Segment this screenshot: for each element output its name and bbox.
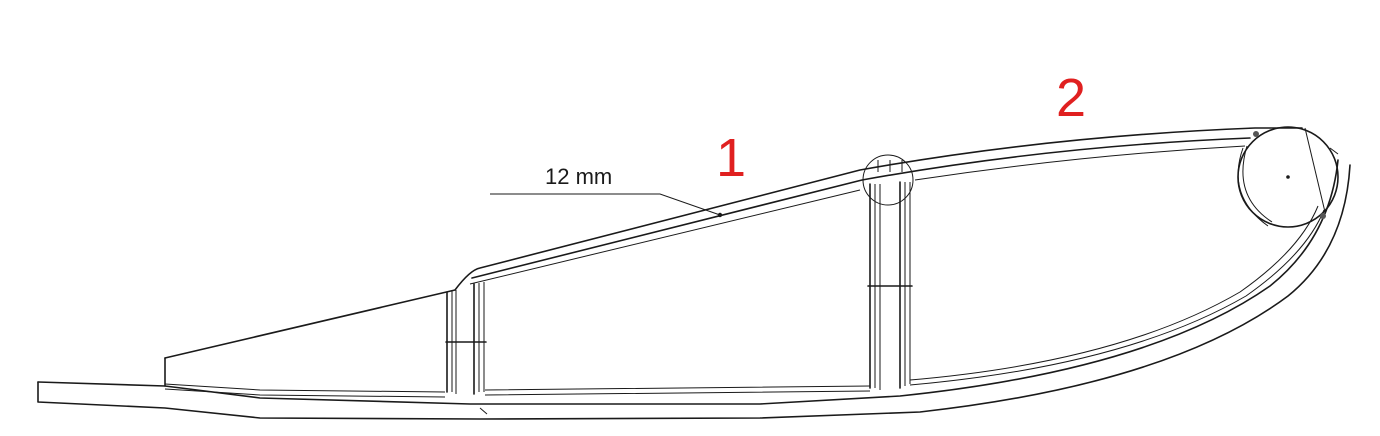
detail-tick-bottom: [479, 407, 488, 415]
dimension-label: 12 mm: [545, 164, 612, 189]
upper-skin-inner: [469, 145, 1246, 285]
upper-skin-outer: [164, 127, 1303, 359]
middle-spar: [862, 154, 914, 390]
lower-skin-outer: [37, 159, 1339, 405]
detail-tick-le: [1329, 147, 1339, 155]
upper-skin-inner-2: [471, 137, 1251, 279]
lower-flange-inner-2: [164, 209, 1325, 398]
marker-1: 1: [716, 128, 746, 188]
leading-edge-tube: [1237, 126, 1339, 228]
lower-flange-inner: [164, 205, 1319, 393]
marker-2: 2: [1056, 68, 1086, 128]
dimension-leader: [490, 193, 723, 218]
lower-skin-bottom: [37, 164, 1351, 420]
rear-spar: [445, 282, 487, 395]
